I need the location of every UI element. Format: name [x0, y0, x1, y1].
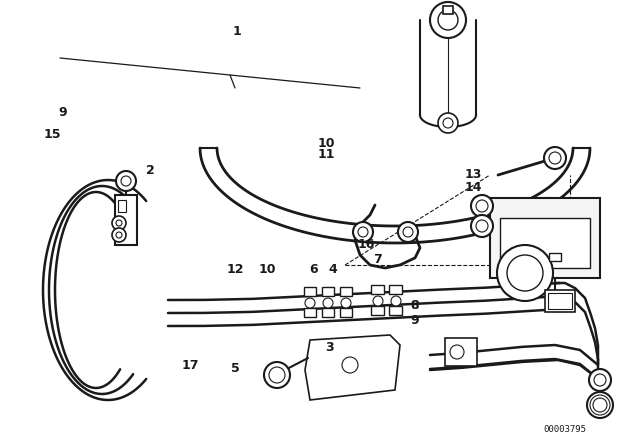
- Text: 6: 6: [309, 263, 318, 276]
- Bar: [500, 218, 590, 268]
- Circle shape: [438, 10, 458, 30]
- Text: 10: 10: [259, 263, 276, 276]
- Bar: [389, 285, 402, 294]
- Circle shape: [264, 362, 290, 388]
- Text: 7: 7: [373, 253, 382, 267]
- Circle shape: [398, 222, 418, 242]
- Text: 3: 3: [325, 340, 334, 354]
- Circle shape: [589, 369, 611, 391]
- Text: 9: 9: [410, 314, 419, 327]
- Text: 2: 2: [146, 164, 155, 177]
- Circle shape: [471, 215, 493, 237]
- Bar: [115, 195, 137, 245]
- Bar: [322, 287, 334, 296]
- Text: 15: 15: [44, 128, 61, 141]
- Circle shape: [497, 245, 553, 301]
- Bar: [322, 308, 334, 317]
- Circle shape: [353, 222, 373, 242]
- Circle shape: [112, 216, 126, 230]
- Circle shape: [116, 171, 136, 191]
- Text: 13: 13: [465, 168, 483, 181]
- Bar: [304, 287, 316, 296]
- Text: 4: 4: [328, 263, 337, 276]
- Text: 16: 16: [357, 237, 375, 251]
- Circle shape: [430, 2, 466, 38]
- Bar: [445, 338, 477, 366]
- Circle shape: [112, 228, 126, 242]
- Circle shape: [391, 296, 401, 306]
- Text: 1: 1: [232, 25, 241, 38]
- Bar: [548, 293, 572, 309]
- Circle shape: [305, 298, 315, 308]
- Text: 8: 8: [410, 299, 419, 312]
- Bar: [371, 306, 384, 315]
- Text: 14: 14: [465, 181, 483, 194]
- Text: 5: 5: [231, 362, 240, 375]
- Text: 00003795: 00003795: [543, 425, 586, 434]
- Circle shape: [471, 195, 493, 217]
- Text: 17: 17: [182, 358, 200, 372]
- Circle shape: [342, 357, 358, 373]
- Bar: [371, 285, 384, 294]
- Bar: [443, 6, 453, 14]
- Polygon shape: [305, 335, 400, 400]
- Circle shape: [450, 345, 464, 359]
- Circle shape: [443, 118, 453, 128]
- Bar: [340, 308, 352, 317]
- Circle shape: [587, 392, 613, 418]
- Bar: [490, 198, 600, 278]
- Text: 11: 11: [317, 148, 335, 161]
- Circle shape: [341, 298, 351, 308]
- Bar: [118, 200, 126, 212]
- Bar: [340, 287, 352, 296]
- Text: 10: 10: [317, 137, 335, 150]
- Bar: [389, 306, 402, 315]
- Circle shape: [438, 113, 458, 133]
- Bar: [549, 253, 561, 261]
- Text: 9: 9: [58, 106, 67, 120]
- Bar: [304, 308, 316, 317]
- Text: 12: 12: [227, 263, 244, 276]
- Circle shape: [373, 296, 383, 306]
- Bar: [545, 290, 575, 312]
- Circle shape: [507, 255, 543, 291]
- Circle shape: [544, 147, 566, 169]
- Circle shape: [323, 298, 333, 308]
